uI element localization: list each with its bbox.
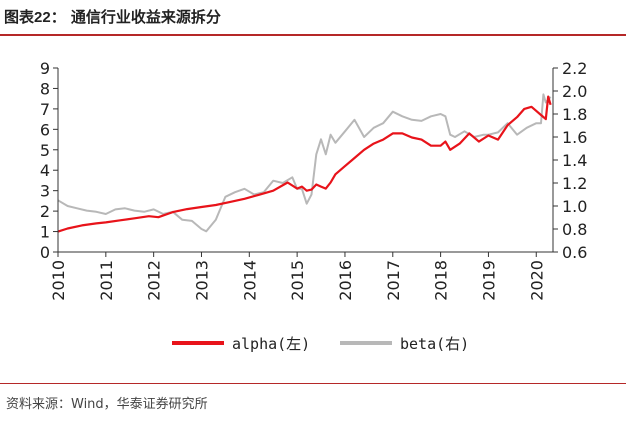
line-chart: 01 23 45 67 89 0.6 0.8 1.0 1.2 1.4 1.6 1.8 2.0 2.2 2… xyxy=(40,59,588,301)
right-tick-label: 0.8 xyxy=(562,220,587,239)
left-y-axis: 01 23 45 67 89 xyxy=(40,59,58,262)
legend-label-beta: beta(右) xyxy=(400,334,470,353)
figure-title-number: 22 xyxy=(34,9,51,26)
left-tick-label: 1 xyxy=(40,223,50,242)
figure-title-prefix: 图表 xyxy=(4,8,35,26)
x-tick-label: 2019 xyxy=(479,260,498,301)
x-tick-label: 2017 xyxy=(384,260,403,301)
right-tick-label: 2.2 xyxy=(562,59,587,78)
x-tick-label: 2016 xyxy=(336,260,355,301)
plot-area xyxy=(57,93,552,233)
x-tick-label: 2010 xyxy=(49,260,68,301)
right-tick-label: 1.2 xyxy=(562,174,587,193)
axes xyxy=(57,68,554,253)
left-tick-label: 3 xyxy=(40,182,50,201)
series-line-alpha xyxy=(57,95,552,233)
x-tick-label: 2013 xyxy=(192,260,211,301)
left-tick-label: 4 xyxy=(40,161,50,180)
legend: alpha(左) beta(右) xyxy=(0,328,636,358)
legend-item-alpha: alpha(左) xyxy=(172,328,310,358)
legend-item-beta: beta(右) xyxy=(340,328,469,358)
figure-title: 图表22： 通信行业收益来源拆分 xyxy=(4,6,221,27)
left-tick-label: 2 xyxy=(40,202,50,221)
left-tick-label: 5 xyxy=(40,141,50,160)
right-tick-label: 1.6 xyxy=(562,128,587,147)
source-note: 资料来源：Wind，华泰证券研究所 xyxy=(6,397,208,412)
legend-swatch-beta xyxy=(340,341,392,345)
x-axis: 2010 2011 2012 2013 2014 2015 2016 2017 2018 2019… xyxy=(49,252,546,301)
source-rule xyxy=(0,383,626,384)
x-tick-label: 2018 xyxy=(432,260,451,301)
x-tick-label: 2014 xyxy=(240,260,259,301)
right-tick-label: 1.4 xyxy=(562,151,587,170)
left-tick-label: 9 xyxy=(40,59,50,78)
right-tick-label: 0.6 xyxy=(562,243,587,262)
x-tick-label: 2012 xyxy=(145,260,164,301)
right-y-axis: 0.6 0.8 1.0 1.2 1.4 1.6 1.8 2.0 2.2 xyxy=(553,59,587,262)
legend-label-alpha: alpha(左) xyxy=(232,334,311,353)
title-rule xyxy=(0,34,626,36)
right-tick-label: 1.8 xyxy=(562,105,587,124)
series-line-beta xyxy=(57,93,552,233)
x-tick-label: 2015 xyxy=(288,260,307,301)
x-tick-label: 2011 xyxy=(97,260,116,301)
left-tick-label: 7 xyxy=(40,100,50,119)
right-tick-label: 1.0 xyxy=(562,197,587,216)
figure-title-text: ： 通信行业收益来源拆分 xyxy=(50,8,221,26)
x-tick-label: 2020 xyxy=(527,260,546,301)
right-tick-label: 2.0 xyxy=(562,82,587,101)
legend-swatch-alpha xyxy=(172,341,224,345)
left-tick-label: 8 xyxy=(40,79,50,98)
left-tick-label: 0 xyxy=(40,243,50,262)
left-tick-label: 6 xyxy=(40,120,50,139)
